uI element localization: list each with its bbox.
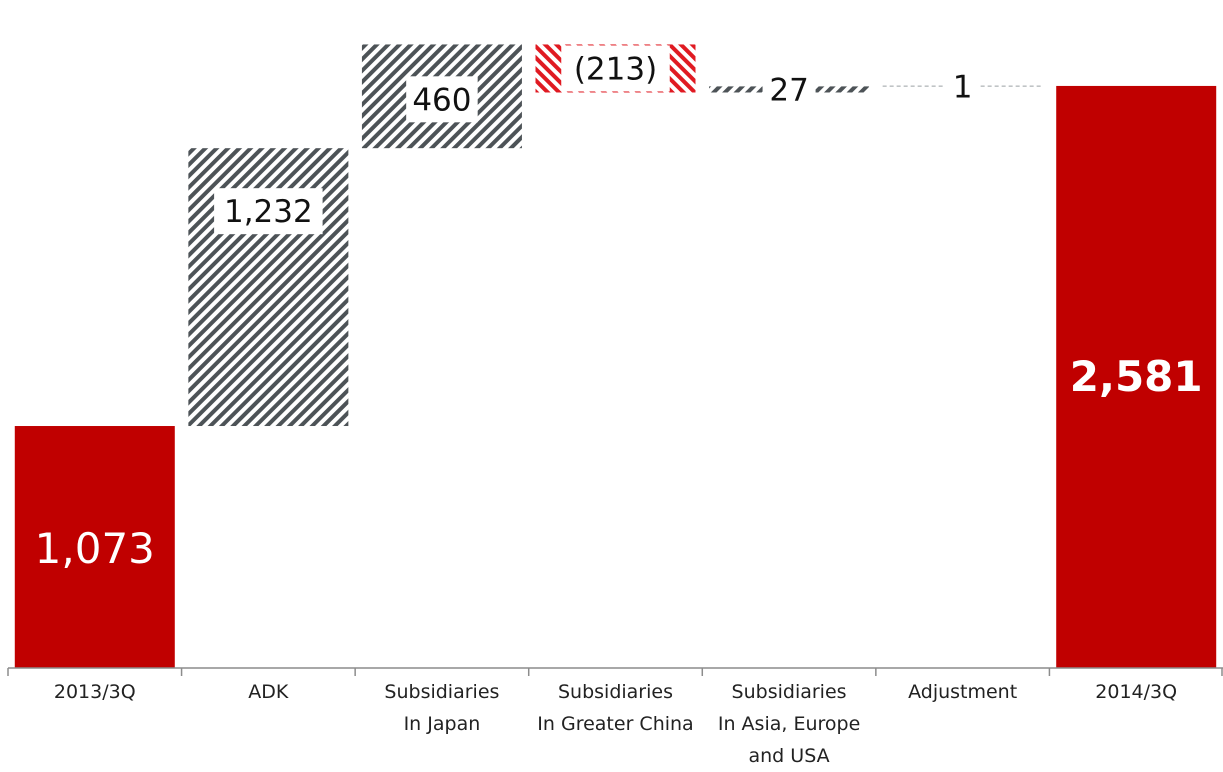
x-tick-label: Subsidiaries In Japan xyxy=(384,681,500,735)
data-label-7: 2,581 xyxy=(1070,352,1203,401)
x-tick-label: ADK xyxy=(248,681,289,703)
data-label-box-4 xyxy=(561,45,670,92)
data-label-4: (213) xyxy=(574,51,657,87)
data-label-3: 460 xyxy=(412,82,471,118)
data-label-box-6 xyxy=(945,63,980,110)
data-label-box-2 xyxy=(214,188,323,235)
x-tick-label: 2014/3Q xyxy=(1095,681,1178,703)
x-tick-label: 2013/3Q xyxy=(53,681,136,703)
data-label-6: 1 xyxy=(953,69,973,105)
data-label-5: 27 xyxy=(769,72,808,108)
data-label-1: 1,073 xyxy=(35,524,155,573)
bar-7 xyxy=(1056,85,1217,668)
x-tick-label: Adjustment xyxy=(908,681,1018,703)
data-label-2: 1,232 xyxy=(224,194,313,230)
x-tick-label: Subsidiaries In Asia, Europe and USA xyxy=(717,681,861,767)
data-label-box-3 xyxy=(406,76,478,123)
bar-1 xyxy=(14,426,175,668)
x-tick-label: Subsidiaries In Greater China xyxy=(537,681,694,735)
data-label-box-5 xyxy=(762,66,816,113)
